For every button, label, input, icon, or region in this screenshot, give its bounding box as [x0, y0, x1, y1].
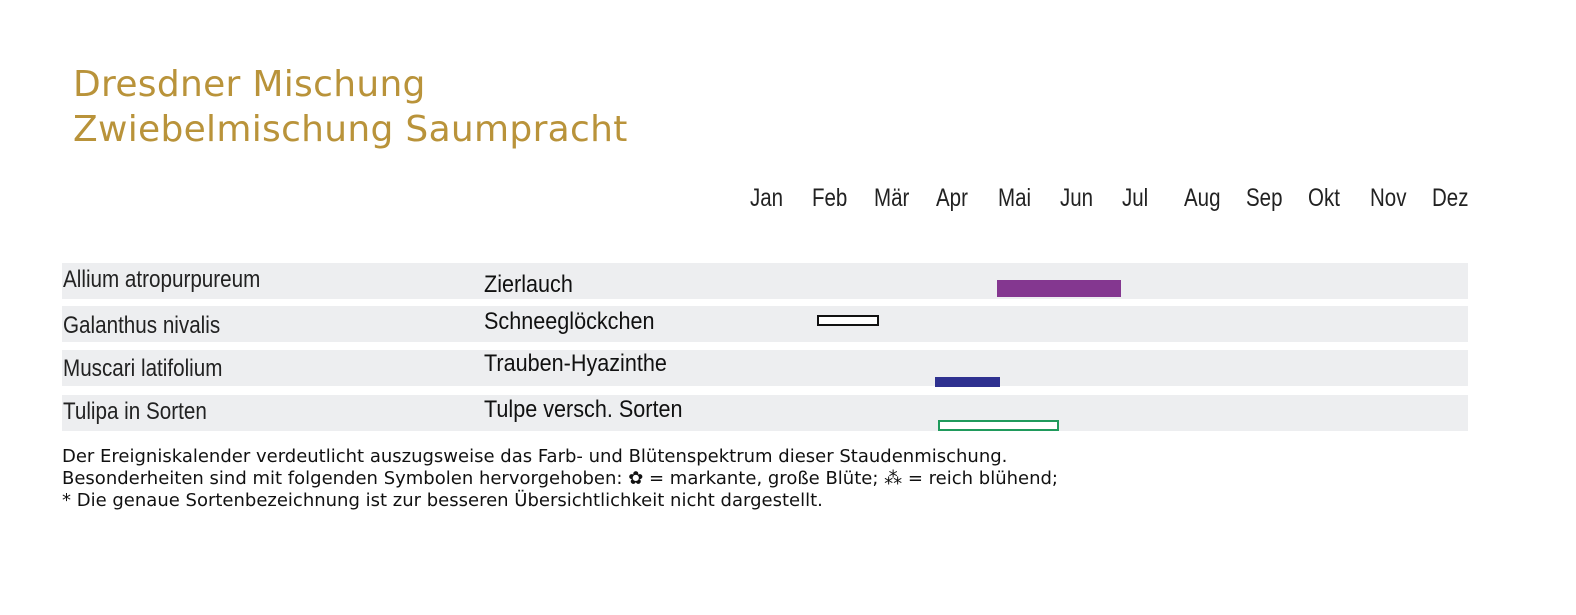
common-name: Zierlauch [484, 271, 573, 298]
month-label: Okt [1308, 184, 1340, 212]
month-label: Apr [936, 184, 968, 212]
footnote-line-2: Besonderheiten sind mit folgenden Symbol… [62, 468, 1058, 489]
footnote-line-3: * Die genaue Sortenbezeichnung ist zur b… [62, 490, 823, 511]
month-label: Dez [1432, 184, 1469, 212]
month-label: Mär [874, 184, 910, 212]
title-line-1: Dresdner Mischung [73, 64, 426, 105]
table-row [62, 263, 1468, 299]
month-label: Aug [1184, 184, 1221, 212]
latin-name: Tulipa in Sorten [63, 398, 207, 425]
month-label: Jun [1060, 184, 1094, 212]
bloom-bar [997, 280, 1121, 297]
table-row [62, 350, 1468, 386]
footnote-line-1: Der Ereigniskalender verdeutlicht auszug… [62, 446, 1008, 467]
month-label: Jan [750, 184, 784, 212]
table-row [62, 395, 1468, 431]
latin-name: Galanthus nivalis [63, 312, 221, 339]
latin-name: Allium atropurpureum [63, 266, 261, 293]
common-name: Schneeglöckchen [484, 308, 655, 335]
month-label: Feb [812, 184, 848, 212]
bloom-bar [935, 377, 1001, 387]
common-name: Tulpe versch. Sorten [484, 396, 683, 423]
month-label: Jul [1122, 184, 1149, 212]
month-label: Nov [1370, 184, 1407, 212]
latin-name: Muscari latifolium [63, 355, 223, 382]
title-line-2: Zwiebelmischung Saumpracht [73, 109, 628, 150]
common-name: Trauben-Hyazinthe [484, 350, 667, 377]
month-label: Sep [1246, 184, 1283, 212]
bloom-bar [817, 315, 880, 326]
month-label: Mai [998, 184, 1032, 212]
table-row [62, 306, 1468, 342]
chart-title: Dresdner Mischung Zwiebelmischung Saumpr… [73, 62, 628, 152]
bloom-bar [938, 420, 1059, 431]
